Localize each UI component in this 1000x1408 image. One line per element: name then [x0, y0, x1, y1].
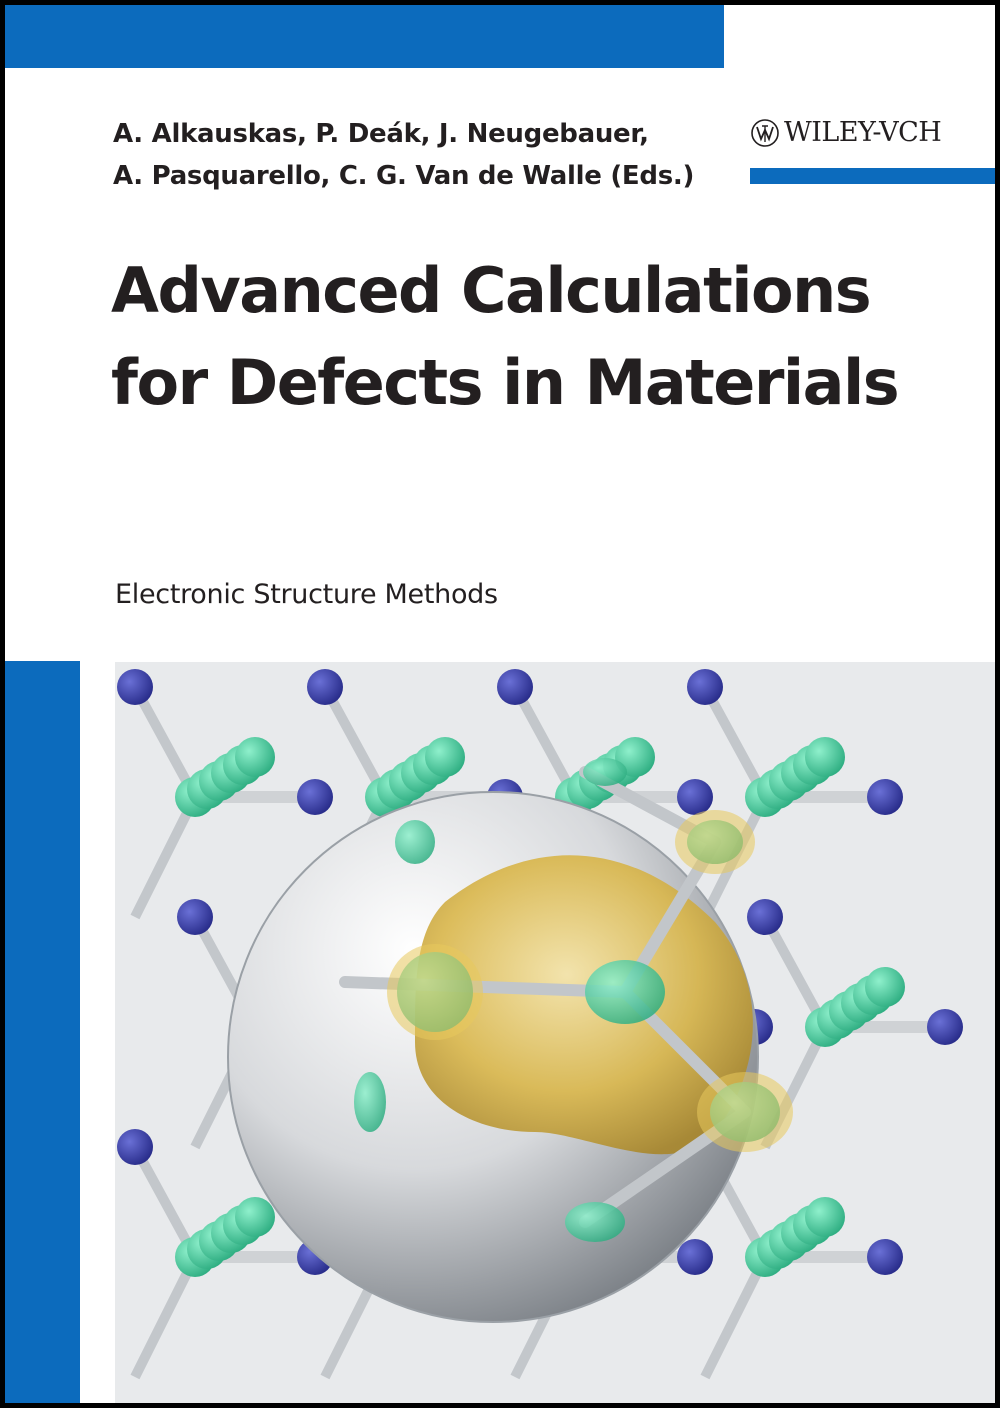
- lattice-atom: [927, 1009, 963, 1045]
- top-blue-bar: [5, 5, 724, 68]
- lattice-atom: [497, 669, 533, 705]
- lattice-atom: [177, 899, 213, 935]
- book-cover: A. Alkauskas, P. Deák, J. Neugebauer, A.…: [5, 5, 995, 1403]
- title-line-1: Advanced Calculations: [111, 254, 872, 327]
- editors-line-1: A. Alkauskas, P. Deák, J. Neugebauer,: [113, 119, 649, 149]
- editors: A. Alkauskas, P. Deák, J. Neugebauer, A.…: [113, 113, 694, 197]
- lattice-atom: [235, 737, 275, 777]
- title-line-2: for Defects in Materials: [111, 346, 900, 419]
- lattice-atom: [307, 669, 343, 705]
- lattice-atom: [235, 1197, 275, 1237]
- book-subtitle: Electronic Structure Methods: [115, 579, 498, 610]
- lattice-atom: [425, 737, 465, 777]
- publisher-blue-bar: [750, 168, 995, 184]
- lattice-atom: [867, 1239, 903, 1275]
- lattice-atom: [117, 1129, 153, 1165]
- lattice-atom: [867, 779, 903, 815]
- lattice-atom: [805, 1197, 845, 1237]
- book-title: Advanced Calculations for Defects in Mat…: [111, 245, 900, 429]
- lattice-atom: [117, 669, 153, 705]
- lattice-atom: [677, 779, 713, 815]
- wiley-emblem-icon: [751, 118, 779, 147]
- lattice-atom: [297, 779, 333, 815]
- cover-illustration: [115, 662, 995, 1403]
- lattice-atom: [865, 967, 905, 1007]
- left-blue-bar: [5, 661, 80, 1403]
- publisher-name: WILEY-VCH: [784, 117, 942, 148]
- lattice-atom: [677, 1239, 713, 1275]
- lattice-atom: [687, 669, 723, 705]
- editors-line-2: A. Pasquarello, C. G. Van de Walle (Eds.…: [113, 161, 695, 191]
- publisher-logo: WILEY-VCH: [750, 117, 942, 148]
- lattice-atom: [805, 737, 845, 777]
- defect-sphere: [227, 758, 793, 1323]
- lattice-atom: [747, 899, 783, 935]
